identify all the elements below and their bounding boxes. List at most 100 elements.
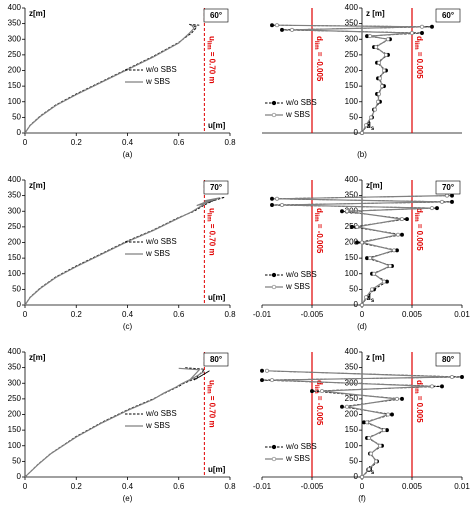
- data-point: [405, 217, 409, 222]
- data-point: [420, 24, 424, 29]
- y-tick-label: 250: [345, 50, 359, 59]
- y-axis-label: z[m]: [29, 9, 46, 18]
- angle-box: [435, 352, 461, 367]
- y-tick-label: 100: [8, 441, 22, 450]
- panel-label: (b): [357, 150, 367, 159]
- data-point: [369, 115, 373, 120]
- limit-label-rest: = -0.005: [315, 50, 324, 82]
- y-tick-label: 100: [345, 441, 359, 450]
- y-tick-label: 100: [8, 269, 22, 278]
- angle-label: 70°: [210, 183, 222, 192]
- x-axis-label-main: u[m]: [208, 121, 226, 130]
- data-point: [345, 404, 349, 409]
- x-tick-label: 0: [23, 310, 28, 319]
- data-point: [400, 232, 404, 237]
- y-tick-label: 200: [8, 410, 22, 419]
- x-tick-label: 0.8: [224, 482, 236, 491]
- y-tick-label: 150: [345, 425, 359, 434]
- data-point: [360, 303, 364, 307]
- data-point: [390, 412, 394, 417]
- limit-label: dlim = 0.005: [413, 208, 423, 251]
- x-tick-label: 0.4: [122, 310, 134, 319]
- angle-label: 60°: [442, 11, 454, 20]
- data-point: [364, 295, 368, 300]
- data-point: [388, 263, 392, 268]
- data-point: [400, 217, 404, 222]
- data-point: [360, 240, 364, 245]
- y-tick-label: 350: [345, 19, 359, 28]
- y-tick-label: 250: [345, 394, 359, 403]
- y-tick-label: 50: [349, 456, 358, 465]
- data-point: [290, 27, 294, 32]
- angle-label: 80°: [210, 355, 222, 364]
- limit-label-sub: lim: [206, 213, 212, 222]
- data-point: [367, 435, 371, 440]
- y-tick-label: 350: [345, 363, 359, 372]
- data-point: [377, 60, 381, 65]
- data-point: [392, 248, 396, 253]
- y-tick-label: 150: [8, 253, 22, 262]
- legend-label: w SBS: [285, 282, 310, 291]
- legend-marker: [271, 272, 277, 278]
- panel-label: (f): [358, 494, 366, 503]
- data-point: [367, 467, 371, 472]
- limit-label-rest: = 0.005: [415, 50, 424, 80]
- limit-label-rest: = -0.005: [315, 394, 324, 426]
- legend-marker: [271, 444, 277, 450]
- data-point: [376, 99, 380, 104]
- limit-label-sub: lim: [413, 41, 419, 50]
- limit-label-main: d: [415, 36, 424, 41]
- y-tick-label: 200: [345, 66, 359, 75]
- legend-label: w/o SBS: [285, 270, 317, 279]
- angle-box: [203, 180, 229, 195]
- data-point: [340, 209, 344, 214]
- data-point: [430, 24, 434, 29]
- legend-marker: [271, 112, 277, 118]
- data-point: [270, 378, 274, 383]
- legend-label: w/o SBS: [145, 65, 177, 74]
- y-tick-label: 50: [349, 112, 358, 121]
- data-point: [270, 196, 274, 201]
- data-point: [355, 224, 359, 229]
- data-point: [382, 428, 386, 433]
- y-axis-label: z[m]: [29, 353, 46, 362]
- limit-label: ulim = 0.70 m: [206, 208, 216, 256]
- limit-label-sub: lim: [413, 385, 419, 394]
- x-tick-label: 0.6: [173, 310, 185, 319]
- y-axis-label: z [m]: [366, 353, 385, 362]
- y-tick-label: 150: [8, 425, 22, 434]
- limit-label-main: d: [415, 380, 424, 385]
- series-line: [24, 23, 200, 134]
- data-point: [400, 396, 404, 401]
- legend-label: w/o SBS: [145, 237, 177, 246]
- data-point: [430, 384, 434, 389]
- x-axis-label-main: u[m]: [208, 293, 226, 302]
- y-tick-label: 250: [8, 394, 22, 403]
- y-tick-label: 0: [354, 300, 359, 309]
- data-point: [280, 27, 284, 32]
- data-point: [350, 224, 354, 229]
- limit-label: dlim = 0.005: [413, 380, 423, 423]
- y-tick-label: 0: [17, 128, 22, 137]
- angle-box: [435, 180, 461, 195]
- data-point: [395, 396, 399, 401]
- series-line: [276, 195, 448, 306]
- x-tick-label: 0: [23, 482, 28, 491]
- y-tick-label: 100: [345, 97, 359, 106]
- data-point: [310, 389, 314, 394]
- data-point: [320, 389, 324, 394]
- legend-label: w/o SBS: [285, 98, 317, 107]
- limit-label-rest: = -0.005: [315, 222, 324, 254]
- x-tick-label: 0.6: [173, 482, 185, 491]
- angle-label: 80°: [442, 355, 454, 364]
- data-point: [410, 31, 414, 35]
- x-axis-label: u[m]: [208, 293, 226, 302]
- limit-label-main: d: [415, 208, 424, 213]
- limit-label-rest: = 0.005: [415, 222, 424, 252]
- data-point: [373, 107, 377, 112]
- data-point: [372, 271, 376, 276]
- x-tick-label: 0.005: [402, 310, 423, 319]
- angle-box: [435, 8, 461, 23]
- legend-label: w SBS: [285, 454, 310, 463]
- x-tick-label: 0.005: [402, 482, 423, 491]
